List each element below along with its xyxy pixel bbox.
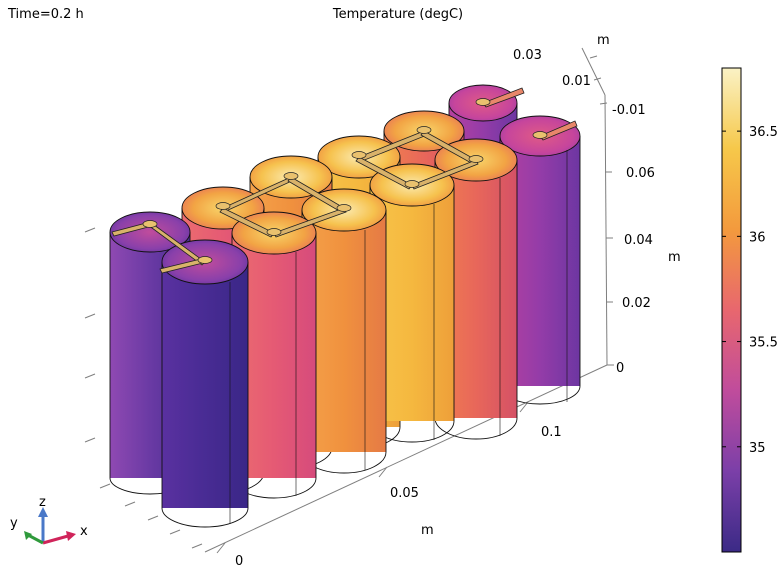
triad-z-label: z: [39, 495, 46, 510]
colorbar-gradient: [721, 67, 742, 553]
triad-y-arrow: [27, 533, 44, 545]
colorbar-ticks: 36.5 36 35.5 35: [722, 125, 778, 456]
triad-x-label: x: [80, 524, 88, 539]
triad-x-arrow: [42, 534, 69, 545]
axis-triad: z x y: [10, 495, 88, 545]
cell-front-0: [161, 239, 249, 528]
z-axis-line: [604, 94, 608, 366]
triad-y-label: y: [10, 516, 18, 531]
colorbar-tick-label: 36: [749, 230, 766, 245]
x-tick-0: 0: [235, 554, 243, 568]
colorbar-tick-label: 35: [749, 441, 766, 456]
colorbar-tick-label: 36.5: [749, 125, 778, 140]
triad-x-head: [66, 531, 76, 541]
y-axis-line: [581, 47, 606, 96]
colorbar: 36.5 36 35.5 35: [721, 67, 778, 553]
x-tick-1: 0.05: [390, 486, 419, 501]
terminals: [142, 98, 548, 264]
z-tick-0: 0.06: [626, 166, 655, 181]
time-label: Time=0.2 h: [7, 7, 84, 22]
colorbar-tick-label: 35.5: [749, 336, 778, 351]
y-tick-2: -0.01: [612, 103, 646, 118]
y-axis-unit: m: [597, 33, 610, 48]
y-tick-0: 0.03: [513, 48, 542, 63]
z-tick-1: 0.04: [624, 233, 653, 248]
bus-bars: [111, 87, 578, 274]
plot-title: Temperature (degC): [332, 7, 463, 22]
x-tick-2: 0.1: [541, 425, 562, 440]
y-tick-1: 0.01: [562, 74, 591, 89]
z-axis-unit: m: [668, 250, 681, 265]
x-axis-unit: m: [421, 523, 434, 538]
z-tick-2: 0.02: [622, 296, 651, 311]
triad-z-head: [38, 507, 48, 517]
z-tick-3: 0: [616, 361, 624, 376]
battery-cells: [109, 84, 581, 528]
axis-frame: [84, 47, 614, 554]
triad-y-head: [24, 531, 32, 540]
x-axis-line: [204, 364, 608, 553]
